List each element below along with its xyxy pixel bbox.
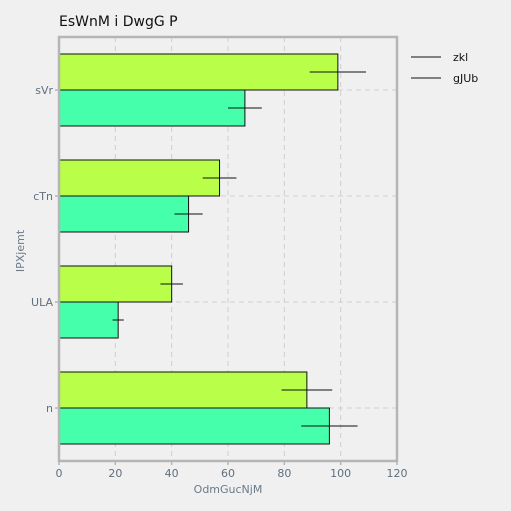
bar <box>58 195 190 233</box>
y-tick-label: sVr <box>35 84 53 97</box>
x-tick-label: 120 <box>387 467 408 480</box>
y-axis-label: IPXjemt <box>14 229 27 272</box>
legend: zkl gJUb <box>411 51 478 85</box>
x-tick-label: 40 <box>165 467 179 480</box>
y-axis: sVr cTn ULA n <box>31 84 59 415</box>
chart-title: EsWnM i DwgG P <box>59 14 178 30</box>
x-tick-label: 0 <box>56 467 63 480</box>
bar <box>58 159 221 197</box>
x-tick-label: 80 <box>277 467 291 480</box>
x-tick-label: 20 <box>108 467 122 480</box>
legend-label: zkl <box>453 51 468 64</box>
bar <box>58 53 339 91</box>
x-tick-label: 100 <box>330 467 351 480</box>
y-tick-label: cTn <box>33 190 53 203</box>
bars <box>58 53 339 445</box>
x-axis: 0 20 40 60 80 100 120 <box>56 461 408 480</box>
y-tick-label: n <box>46 402 53 415</box>
bar <box>58 371 308 409</box>
bar <box>58 89 246 127</box>
bar <box>58 407 330 445</box>
error-bars <box>112 71 367 427</box>
legend-label: gJUb <box>453 72 478 85</box>
y-tick-label: ULA <box>31 296 53 309</box>
bar <box>58 265 173 303</box>
bar <box>58 301 119 339</box>
x-axis-label: OdmGucNjM <box>194 483 263 496</box>
x-tick-label: 60 <box>221 467 235 480</box>
